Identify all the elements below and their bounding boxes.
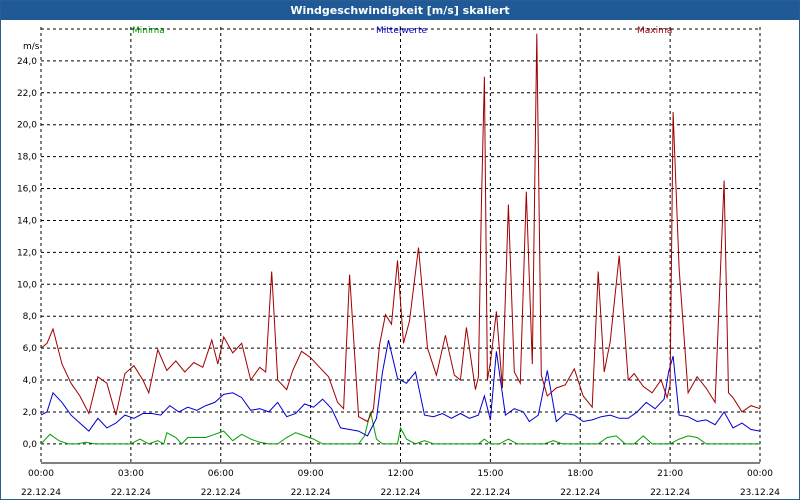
series-line-minima bbox=[40, 411, 760, 445]
x-tick-time: 15:00 bbox=[477, 469, 503, 479]
y-tick-label: 18,0 bbox=[17, 153, 37, 163]
y-tick-label: 10,0 bbox=[17, 280, 37, 290]
x-tick-date: 22.12.24 bbox=[470, 488, 510, 498]
x-tick-labels: 00:00 22.12.24 03:00 22.12.24 06:00 22.12.24 0… bbox=[21, 469, 780, 498]
y-tick-label: 0,0 bbox=[23, 440, 38, 450]
y-tick-label: 20,0 bbox=[17, 121, 37, 131]
x-tick-date: 22.12.24 bbox=[650, 488, 690, 498]
y-tick-label: 24,0 bbox=[17, 57, 37, 67]
x-tick-time: 09:00 bbox=[298, 469, 324, 479]
series-line-maxima bbox=[40, 33, 761, 423]
wind-speed-chart: m/s 0,0 2,0 4,0 6,0 8,0 10,0 12,0 14,0 16,0 18,0 2… bbox=[17, 27, 780, 498]
x-tick-date: 22.12.24 bbox=[201, 488, 241, 498]
series-line-mittelwerte bbox=[40, 339, 761, 437]
y-tick-label: 14,0 bbox=[17, 216, 37, 226]
y-tick-label: 22,0 bbox=[17, 89, 37, 99]
legend-minima: Minima bbox=[132, 26, 165, 36]
x-tick-date: 22.12.24 bbox=[560, 488, 600, 498]
y-tick-label: 6,0 bbox=[23, 344, 38, 354]
y-axis-unit: m/s bbox=[23, 42, 40, 52]
x-tick-time: 18:00 bbox=[567, 469, 593, 479]
x-tick-date: 22.12.24 bbox=[291, 488, 331, 498]
series-lines bbox=[40, 33, 761, 445]
x-tick-date: 22.12.24 bbox=[380, 488, 420, 498]
y-tick-label: 16,0 bbox=[17, 185, 37, 195]
window-title: Windgeschwindigkeit [m/s] skaliert bbox=[1, 1, 799, 20]
y-tick-label: 4,0 bbox=[23, 376, 38, 386]
y-tick-label: 8,0 bbox=[23, 312, 38, 322]
x-tick-date: 23.12.24 bbox=[740, 488, 780, 498]
y-tick-label: 12,0 bbox=[17, 248, 37, 258]
x-tick-time: 21:00 bbox=[657, 469, 683, 479]
x-tick-date: 22.12.24 bbox=[111, 488, 151, 498]
grid bbox=[40, 27, 761, 463]
legend-maxima: Maxima bbox=[637, 26, 673, 36]
x-tick-time: 00:00 bbox=[28, 469, 54, 479]
x-tick-time: 00:00 bbox=[747, 469, 773, 479]
x-tick-time: 03:00 bbox=[118, 469, 144, 479]
x-tick-date: 22.12.24 bbox=[21, 488, 61, 498]
x-tick-time: 06:00 bbox=[208, 469, 234, 479]
legend-mittelwerte: Mittelwerte bbox=[376, 26, 428, 36]
y-tick-label: 2,0 bbox=[23, 408, 38, 418]
x-tick-time: 12:00 bbox=[388, 469, 414, 479]
y-tick-labels: 0,0 2,0 4,0 6,0 8,0 10,0 12,0 14,0 16,0 18,0 20,0 2… bbox=[17, 57, 37, 450]
